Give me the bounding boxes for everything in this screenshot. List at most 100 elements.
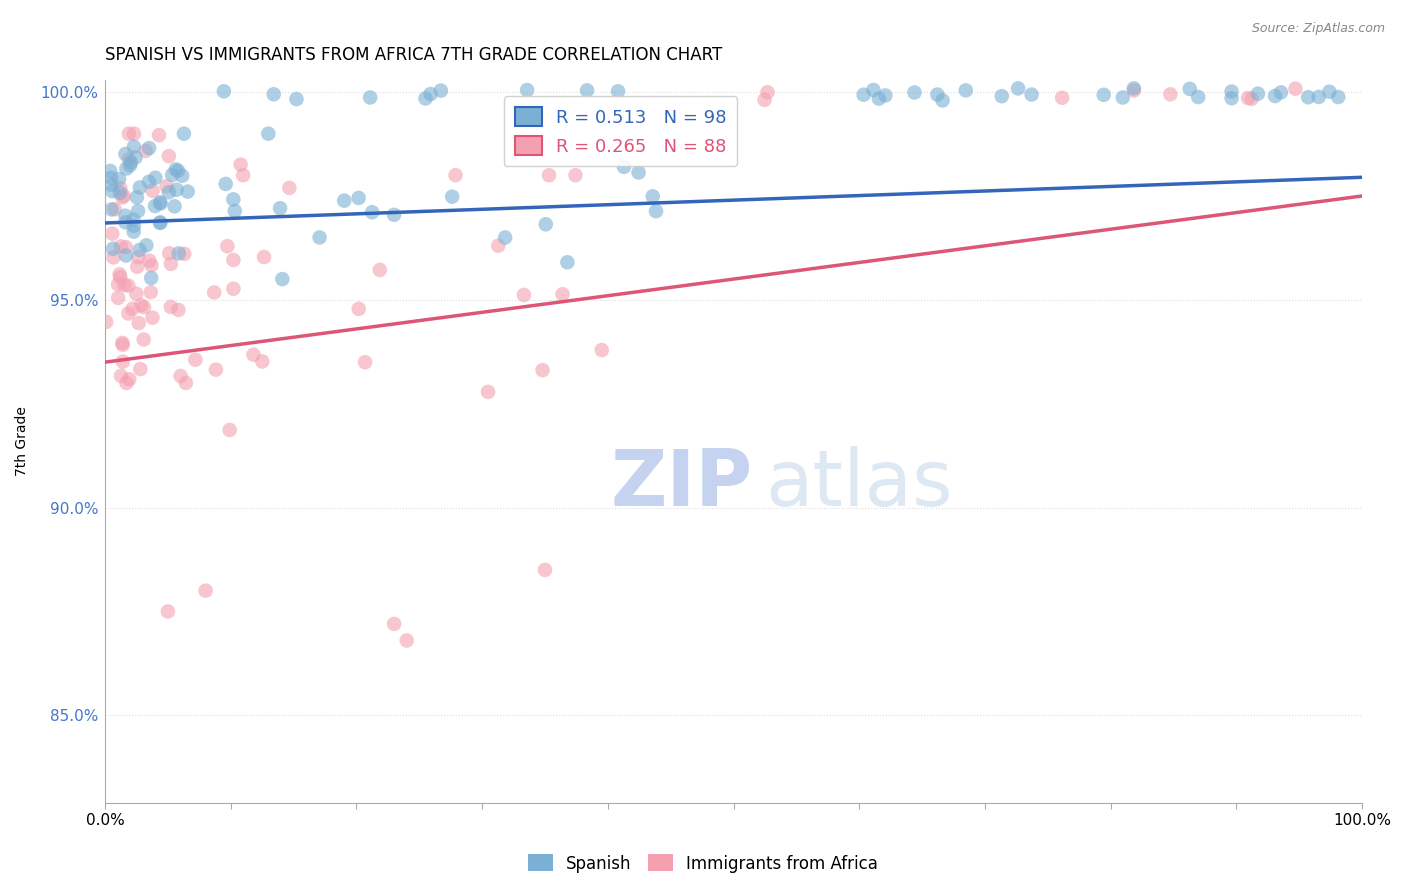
Point <box>117 278 139 293</box>
Point <box>128 243 150 257</box>
Point <box>229 157 252 171</box>
Point <box>111 190 134 204</box>
Point <box>138 141 160 155</box>
Point <box>990 89 1012 103</box>
Point <box>1247 87 1270 101</box>
Point <box>157 149 180 163</box>
Point <box>1284 81 1306 95</box>
Text: ZIP: ZIP <box>610 447 752 523</box>
Point <box>271 272 294 286</box>
Point <box>149 216 172 230</box>
Point <box>110 368 132 383</box>
Point <box>128 316 150 330</box>
Point <box>120 158 142 172</box>
Point <box>118 372 141 386</box>
Point <box>160 300 183 314</box>
Point <box>104 202 127 217</box>
Point <box>108 186 131 200</box>
Point <box>122 212 145 227</box>
Point <box>955 83 977 97</box>
Point <box>184 352 207 367</box>
Point <box>931 94 953 108</box>
Point <box>308 230 330 244</box>
Point <box>1187 90 1209 104</box>
Point <box>1159 87 1181 102</box>
Point <box>1264 89 1286 103</box>
Point <box>218 423 240 437</box>
Point <box>108 268 131 282</box>
Point <box>122 219 145 233</box>
Point <box>143 199 166 213</box>
Point <box>591 343 613 357</box>
Point <box>257 127 280 141</box>
Point <box>100 178 122 192</box>
Point <box>100 170 122 185</box>
Point <box>155 179 177 194</box>
Point <box>98 164 121 178</box>
Point <box>118 127 141 141</box>
Point <box>166 183 188 197</box>
Point <box>395 633 418 648</box>
Point <box>903 86 925 100</box>
Point <box>194 583 217 598</box>
Point <box>156 604 179 618</box>
Point <box>477 384 499 399</box>
Point <box>444 168 467 182</box>
Point <box>212 84 235 98</box>
Point <box>205 362 228 376</box>
Point <box>101 227 124 241</box>
Point <box>149 196 172 211</box>
Point <box>1122 81 1144 95</box>
Point <box>132 333 155 347</box>
Text: atlas: atlas <box>765 447 952 523</box>
Point <box>263 87 285 102</box>
Point <box>359 90 381 104</box>
Point <box>138 253 160 268</box>
Point <box>160 257 183 271</box>
Point <box>174 376 197 390</box>
Point <box>167 302 190 317</box>
Y-axis label: 7th Grade: 7th Grade <box>15 406 30 476</box>
Point <box>141 184 163 198</box>
Point <box>172 169 194 183</box>
Point <box>167 246 190 260</box>
Point <box>1112 90 1135 104</box>
Point <box>576 83 599 97</box>
Point <box>1122 83 1144 97</box>
Point <box>627 165 650 179</box>
Point <box>645 204 668 219</box>
Point <box>173 247 195 261</box>
Point <box>1270 86 1292 100</box>
Point <box>135 238 157 252</box>
Point <box>613 160 636 174</box>
Point <box>202 285 225 300</box>
Point <box>157 246 180 260</box>
Point <box>112 189 135 203</box>
Point <box>430 84 453 98</box>
Point <box>173 127 195 141</box>
Point <box>852 87 875 102</box>
Point <box>157 186 180 200</box>
Point <box>114 147 136 161</box>
Point <box>419 87 441 101</box>
Point <box>163 199 186 213</box>
Point <box>101 184 124 198</box>
Point <box>354 355 377 369</box>
Point <box>516 83 538 97</box>
Point <box>107 277 129 292</box>
Point <box>129 362 152 376</box>
Point <box>120 155 142 169</box>
Text: SPANISH VS IMMIGRANTS FROM AFRICA 7TH GRADE CORRELATION CHART: SPANISH VS IMMIGRANTS FROM AFRICA 7TH GR… <box>105 46 723 64</box>
Point <box>285 92 308 106</box>
Point <box>513 288 536 302</box>
Point <box>112 278 135 293</box>
Point <box>927 87 949 102</box>
Point <box>1021 87 1043 102</box>
Point <box>165 162 187 177</box>
Point <box>232 168 254 182</box>
Point <box>368 263 391 277</box>
Point <box>107 291 129 305</box>
Point <box>242 348 264 362</box>
Point <box>127 250 149 264</box>
Point <box>1220 85 1243 99</box>
